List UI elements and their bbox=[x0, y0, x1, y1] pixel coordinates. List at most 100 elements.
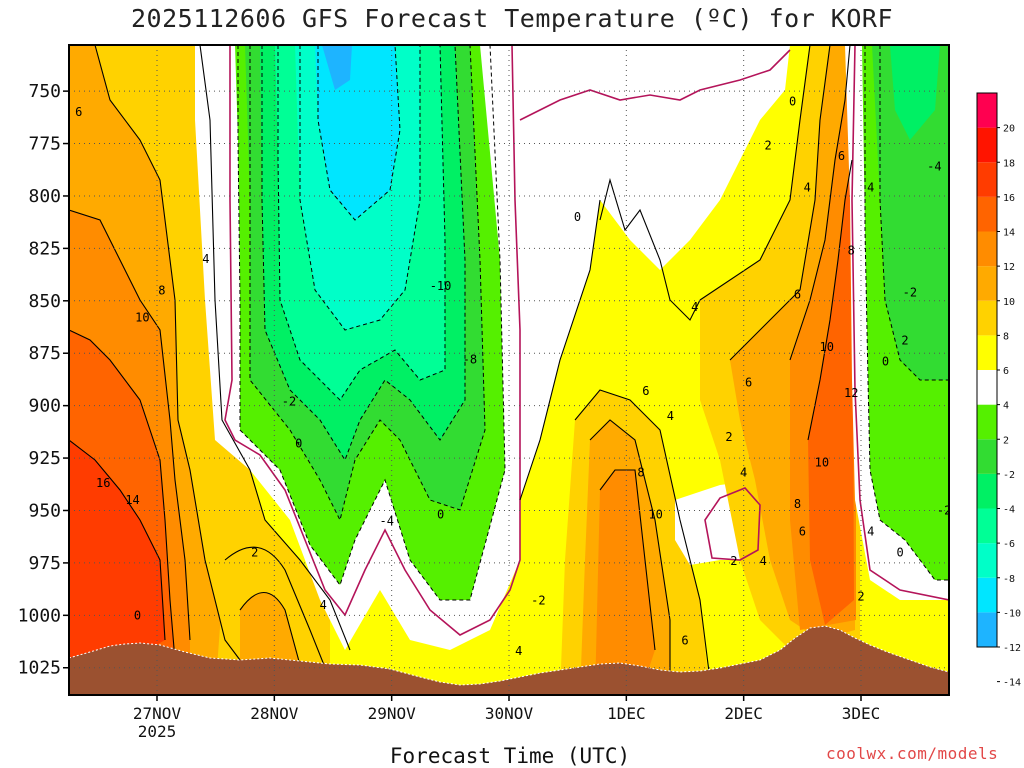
contour-label: 10 bbox=[135, 311, 149, 325]
colorbar-tick-label: 20 bbox=[1003, 124, 1015, 135]
colorbar-swatch bbox=[977, 543, 997, 578]
colorbar-swatch bbox=[977, 196, 997, 232]
x-tick-label: 27NOV bbox=[133, 704, 182, 723]
x-tick-label: 2DEC bbox=[724, 704, 763, 723]
contour-label: 6 bbox=[799, 524, 806, 538]
colorbar-swatch bbox=[977, 127, 997, 163]
colorbar-tick-label: -12 bbox=[1003, 643, 1021, 654]
colorbar-tick-label: 6 bbox=[1003, 366, 1009, 377]
y-tick-label: 850 bbox=[28, 291, 61, 312]
contour-label: 4 bbox=[667, 409, 674, 423]
colorbar-swatch bbox=[977, 266, 997, 301]
credit-link[interactable]: coolwx.com/models bbox=[826, 744, 999, 763]
colorbar-tick-label: 2 bbox=[1003, 435, 1009, 446]
colorbar-tick-label: -4 bbox=[1003, 505, 1015, 516]
contour-label: 2 bbox=[901, 334, 908, 348]
contour-label: 12 bbox=[844, 386, 858, 400]
terrain bbox=[69, 626, 949, 695]
colorbar-tick-label: -14 bbox=[1003, 678, 1021, 689]
y-tick-label: 1000 bbox=[18, 605, 61, 626]
contour-label: 6 bbox=[681, 633, 688, 647]
contour-label: 10 bbox=[820, 340, 834, 354]
contour-label: 4 bbox=[867, 181, 874, 195]
contour-label: 2 bbox=[725, 430, 732, 444]
x-tick-label: 29NOV bbox=[368, 704, 417, 723]
colorbar-tick-label: 14 bbox=[1003, 228, 1015, 239]
gridlines bbox=[69, 45, 949, 695]
contour-label: 4 bbox=[515, 644, 522, 658]
contour-label: 0 bbox=[295, 436, 302, 450]
contour-label: 4 bbox=[867, 524, 874, 538]
cold-region-minus14 bbox=[322, 45, 352, 90]
y-tick-label: 950 bbox=[28, 500, 61, 521]
colorbar-tick-label: 8 bbox=[1003, 331, 1009, 342]
y-axis: 750 775 800 825 850 875 900 925 950 975 1000 1025 bbox=[18, 81, 69, 679]
y-tick-label: 1025 bbox=[18, 658, 61, 679]
colorbar-swatch bbox=[977, 335, 997, 370]
x-axis-label: Forecast Time (UTC) bbox=[389, 744, 631, 768]
contour-label: 2 bbox=[251, 545, 258, 559]
y-tick-label: 775 bbox=[28, 134, 61, 155]
contour-label: 4 bbox=[320, 598, 327, 612]
colorbar-tick-label: 10 bbox=[1003, 297, 1015, 308]
x-tick-sublabel: 2025 bbox=[138, 722, 177, 741]
colorbar-swatch bbox=[977, 612, 997, 647]
contour-label: 2 bbox=[730, 554, 737, 568]
contour-label: -4 bbox=[380, 514, 394, 528]
warm-lobe-1dec-8 bbox=[595, 470, 655, 695]
contour-label: 8 bbox=[848, 243, 855, 257]
upper-white-region bbox=[480, 45, 790, 500]
contour-label: 0 bbox=[789, 95, 796, 109]
warm-region-2dec-12 bbox=[808, 160, 854, 625]
colorbar-tick-label: 4 bbox=[1003, 401, 1009, 412]
contour-label: 8 bbox=[637, 466, 644, 480]
colorbar-swatch bbox=[977, 508, 997, 544]
contour-label: 4 bbox=[760, 554, 767, 568]
contour-label: 2 bbox=[857, 589, 864, 603]
contour-label: 10 bbox=[648, 508, 662, 522]
contour-label: 6 bbox=[642, 384, 649, 398]
cold-region-3dec-minus4 bbox=[872, 45, 949, 380]
contour-label: -2 bbox=[282, 394, 296, 408]
contour-label: 4 bbox=[202, 252, 209, 266]
contour-label: 0 bbox=[896, 545, 903, 559]
contour-label: -2 bbox=[531, 594, 545, 608]
colorbar-tick-label: -10 bbox=[1003, 608, 1021, 619]
y-tick-label: 925 bbox=[28, 448, 61, 469]
colorbar: 20 18 16 14 12 10 8 6 4 2 -2 -4 -6 -8 -10 -12 -14 bbox=[976, 92, 1021, 689]
colorbar-swatch bbox=[977, 300, 997, 336]
contour-label: -8 bbox=[463, 353, 477, 367]
contour-label: 16 bbox=[96, 476, 110, 490]
contour-label: 4 bbox=[691, 300, 698, 314]
colorbar-swatch bbox=[977, 231, 997, 267]
colorbar-swatch bbox=[977, 370, 997, 405]
contour-label: 10 bbox=[815, 455, 829, 469]
y-tick-label: 875 bbox=[28, 343, 61, 364]
contour-label: -4 bbox=[927, 160, 941, 174]
contour-label: -10 bbox=[430, 279, 452, 293]
contour-label: -2 bbox=[903, 285, 917, 299]
x-tick-label: 30NOV bbox=[485, 704, 534, 723]
colorbar-swatch bbox=[977, 93, 997, 128]
zero-contour-left bbox=[224, 45, 521, 636]
x-tick-label: 1DEC bbox=[607, 704, 646, 723]
contour-label: 0 bbox=[437, 508, 444, 522]
colorbar-swatch bbox=[977, 162, 997, 197]
cold-contour-lines bbox=[237, 45, 949, 601]
contour-label: 2 bbox=[764, 139, 771, 153]
contour-label: -2 bbox=[937, 503, 951, 517]
contour-label: 4 bbox=[804, 181, 811, 195]
contour-label: 6 bbox=[745, 376, 752, 390]
y-tick-label: 750 bbox=[28, 81, 61, 102]
colorbar-tick-label: -8 bbox=[1003, 574, 1015, 585]
contour-label: 6 bbox=[838, 149, 845, 163]
y-tick-label: 975 bbox=[28, 553, 61, 574]
colorbar-tick-label: 16 bbox=[1003, 193, 1015, 204]
y-tick-label: 900 bbox=[28, 396, 61, 417]
zero-contour-2dec-pocket bbox=[704, 487, 761, 561]
contour-label: 0 bbox=[574, 210, 581, 224]
contour-label: 14 bbox=[125, 493, 139, 507]
contour-labels: 6 4 8 10 16 14 -2 0 2 4 -10 -8 -4 0 -2 0 0 2 6 4 4 -4 8 6 -2 4 10 2… bbox=[75, 95, 951, 658]
